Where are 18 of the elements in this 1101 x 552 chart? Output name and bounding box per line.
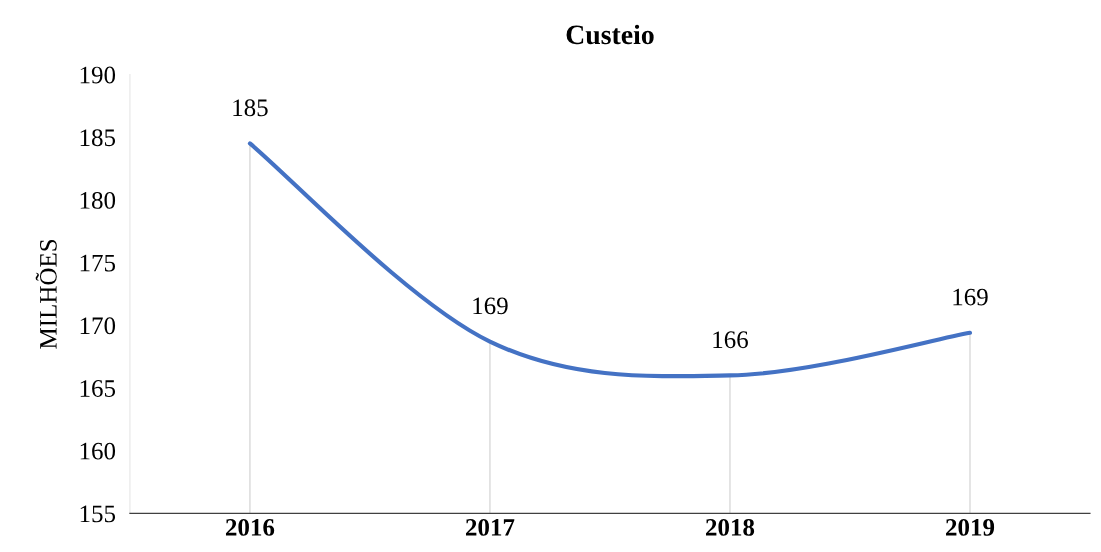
y-tick-label: 180 xyxy=(80,191,116,209)
data-label: 169 xyxy=(473,297,508,315)
y-tick-label: 185 xyxy=(80,129,116,147)
data-label: 166 xyxy=(713,331,748,349)
x-tick-label: 2018 xyxy=(706,518,755,536)
y-tick-label: 165 xyxy=(80,380,116,397)
y-tick-label: 170 xyxy=(80,317,116,335)
x-tick-label: 2019 xyxy=(946,518,995,536)
y-axis-title: MILHÕES xyxy=(35,239,57,349)
chart-title: Custeio xyxy=(566,24,654,45)
data-label: 185 xyxy=(233,99,268,117)
y-tick-label: 190 xyxy=(80,66,116,84)
x-tick-label: 2017 xyxy=(466,518,515,536)
y-tick-label: 155 xyxy=(80,505,116,523)
y-tick-label: 175 xyxy=(80,254,116,272)
data-label: 169 xyxy=(953,288,988,306)
x-tick-label: 2016 xyxy=(225,518,275,536)
y-tick-label: 160 xyxy=(80,442,116,460)
